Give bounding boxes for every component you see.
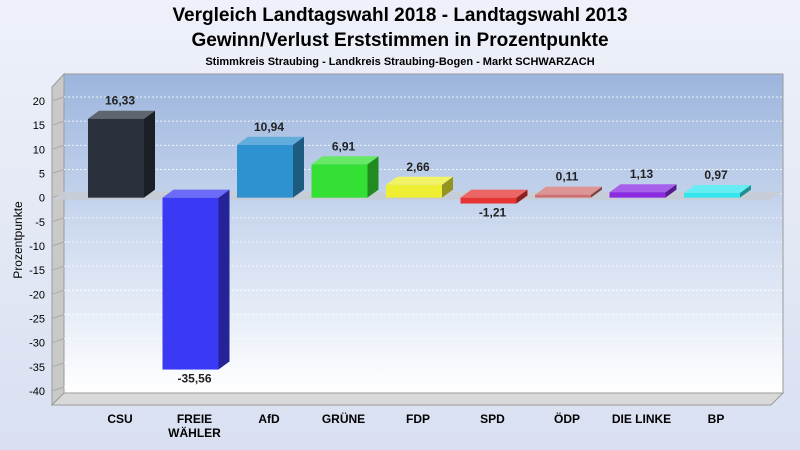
bar xyxy=(535,186,602,198)
data-label: 2,66 xyxy=(406,160,430,174)
y-tick-label: 20 xyxy=(33,96,45,108)
y-tick-label: -35 xyxy=(29,362,45,374)
grid-line-wall xyxy=(51,386,65,392)
bar-side xyxy=(591,186,602,198)
y-tick-label: 0 xyxy=(39,193,45,205)
bar-side xyxy=(740,184,751,198)
bars xyxy=(88,110,751,370)
data-label: -35,56 xyxy=(177,372,211,386)
grid-line-wall xyxy=(51,144,65,150)
data-label: 6,91 xyxy=(332,139,356,153)
y-axis-ticks: 20 15 10 5 0 -5 -10 -15 -20 -25 -30 -35 -40 xyxy=(29,96,45,398)
data-label: -1,21 xyxy=(479,206,507,220)
bar-side xyxy=(218,189,230,370)
category-label: ÖDP xyxy=(554,411,580,426)
y-tick-label: -40 xyxy=(29,386,45,398)
plot-floor xyxy=(50,392,785,406)
bar-top xyxy=(386,176,453,185)
bar xyxy=(684,184,751,198)
bar-front xyxy=(684,192,740,198)
category-label: GRÜNE xyxy=(322,411,365,426)
bar xyxy=(386,176,453,198)
bar-front xyxy=(237,144,293,198)
grid-line-wall xyxy=(51,265,65,271)
bar xyxy=(311,156,379,198)
bar-side xyxy=(442,176,453,198)
bar-side xyxy=(516,189,528,204)
y-axis-label: Prozentpunkte xyxy=(11,201,25,279)
data-label: 10,94 xyxy=(254,120,284,134)
bar-top xyxy=(237,136,304,145)
data-labels: 16,33 -35,56 10,94 6,91 2,66 -1,21 0,11 1,13 0,9… xyxy=(105,94,728,386)
bar-top xyxy=(684,184,751,193)
bar-front xyxy=(460,197,517,204)
grid-line-wall xyxy=(51,289,65,295)
category-label: FDP xyxy=(406,412,430,426)
bar xyxy=(88,110,155,198)
category-label: DIE LINKE xyxy=(612,412,671,426)
bar-side xyxy=(665,184,677,198)
bar-top xyxy=(460,189,528,198)
data-label: 0,97 xyxy=(704,168,728,182)
grid-line-wall xyxy=(51,169,65,174)
y-tick-label: 15 xyxy=(33,120,45,132)
bar-top xyxy=(609,184,677,193)
bar-side xyxy=(144,110,155,198)
grid-line-wall xyxy=(51,338,65,344)
data-label: 16,33 xyxy=(105,94,135,108)
y-tick-label: -15 xyxy=(29,265,45,277)
category-label: BP xyxy=(708,412,725,426)
grid-line-wall xyxy=(51,217,65,223)
y-tick-label: -25 xyxy=(29,314,45,326)
bar-front xyxy=(535,194,591,198)
y-tick-label: -5 xyxy=(35,217,45,229)
grid-line-wall xyxy=(51,362,65,368)
grid-line-wall xyxy=(51,241,65,247)
chart-subtitle: Stimmkreis Straubing - Landkreis Straubi… xyxy=(205,56,594,68)
chart-title-line2: Gewinn/Verlust Erststimmen in Prozentpun… xyxy=(191,30,608,51)
category-label: CSU xyxy=(107,412,132,426)
bar-front xyxy=(609,192,666,198)
bar xyxy=(460,189,528,204)
grid-lines xyxy=(51,96,783,392)
y-tick-label: 10 xyxy=(33,144,45,156)
data-label: 0,11 xyxy=(556,170,579,184)
y-tick-label: -30 xyxy=(29,338,45,350)
bar xyxy=(162,189,230,370)
category-label: AfD xyxy=(258,412,280,426)
category-label: WÄHLER xyxy=(168,425,221,440)
chart-title-line1: Vergleich Landtagswahl 2018 - Landtagswa… xyxy=(172,5,627,26)
grid-line-wall xyxy=(51,314,65,319)
grid-line-wall xyxy=(51,96,65,102)
data-label: 1,13 xyxy=(630,167,654,181)
bar-top xyxy=(311,156,379,165)
bar-front xyxy=(386,184,442,198)
bar-top xyxy=(162,189,230,198)
bar xyxy=(609,184,677,198)
bar-side xyxy=(367,156,379,198)
bar-top xyxy=(88,110,155,119)
bar-side xyxy=(293,136,304,198)
category-label: SPD xyxy=(480,412,505,426)
y-tick-label: -10 xyxy=(29,241,45,253)
grid-line-wall xyxy=(51,120,65,126)
bar-front xyxy=(162,197,219,370)
bar-front xyxy=(311,164,368,198)
category-label: FREIE xyxy=(177,412,212,426)
bar-top xyxy=(535,186,602,195)
y-tick-label: 5 xyxy=(39,169,45,181)
bar-front xyxy=(88,118,144,198)
bar xyxy=(237,136,304,198)
y-tick-label: -20 xyxy=(29,289,45,301)
